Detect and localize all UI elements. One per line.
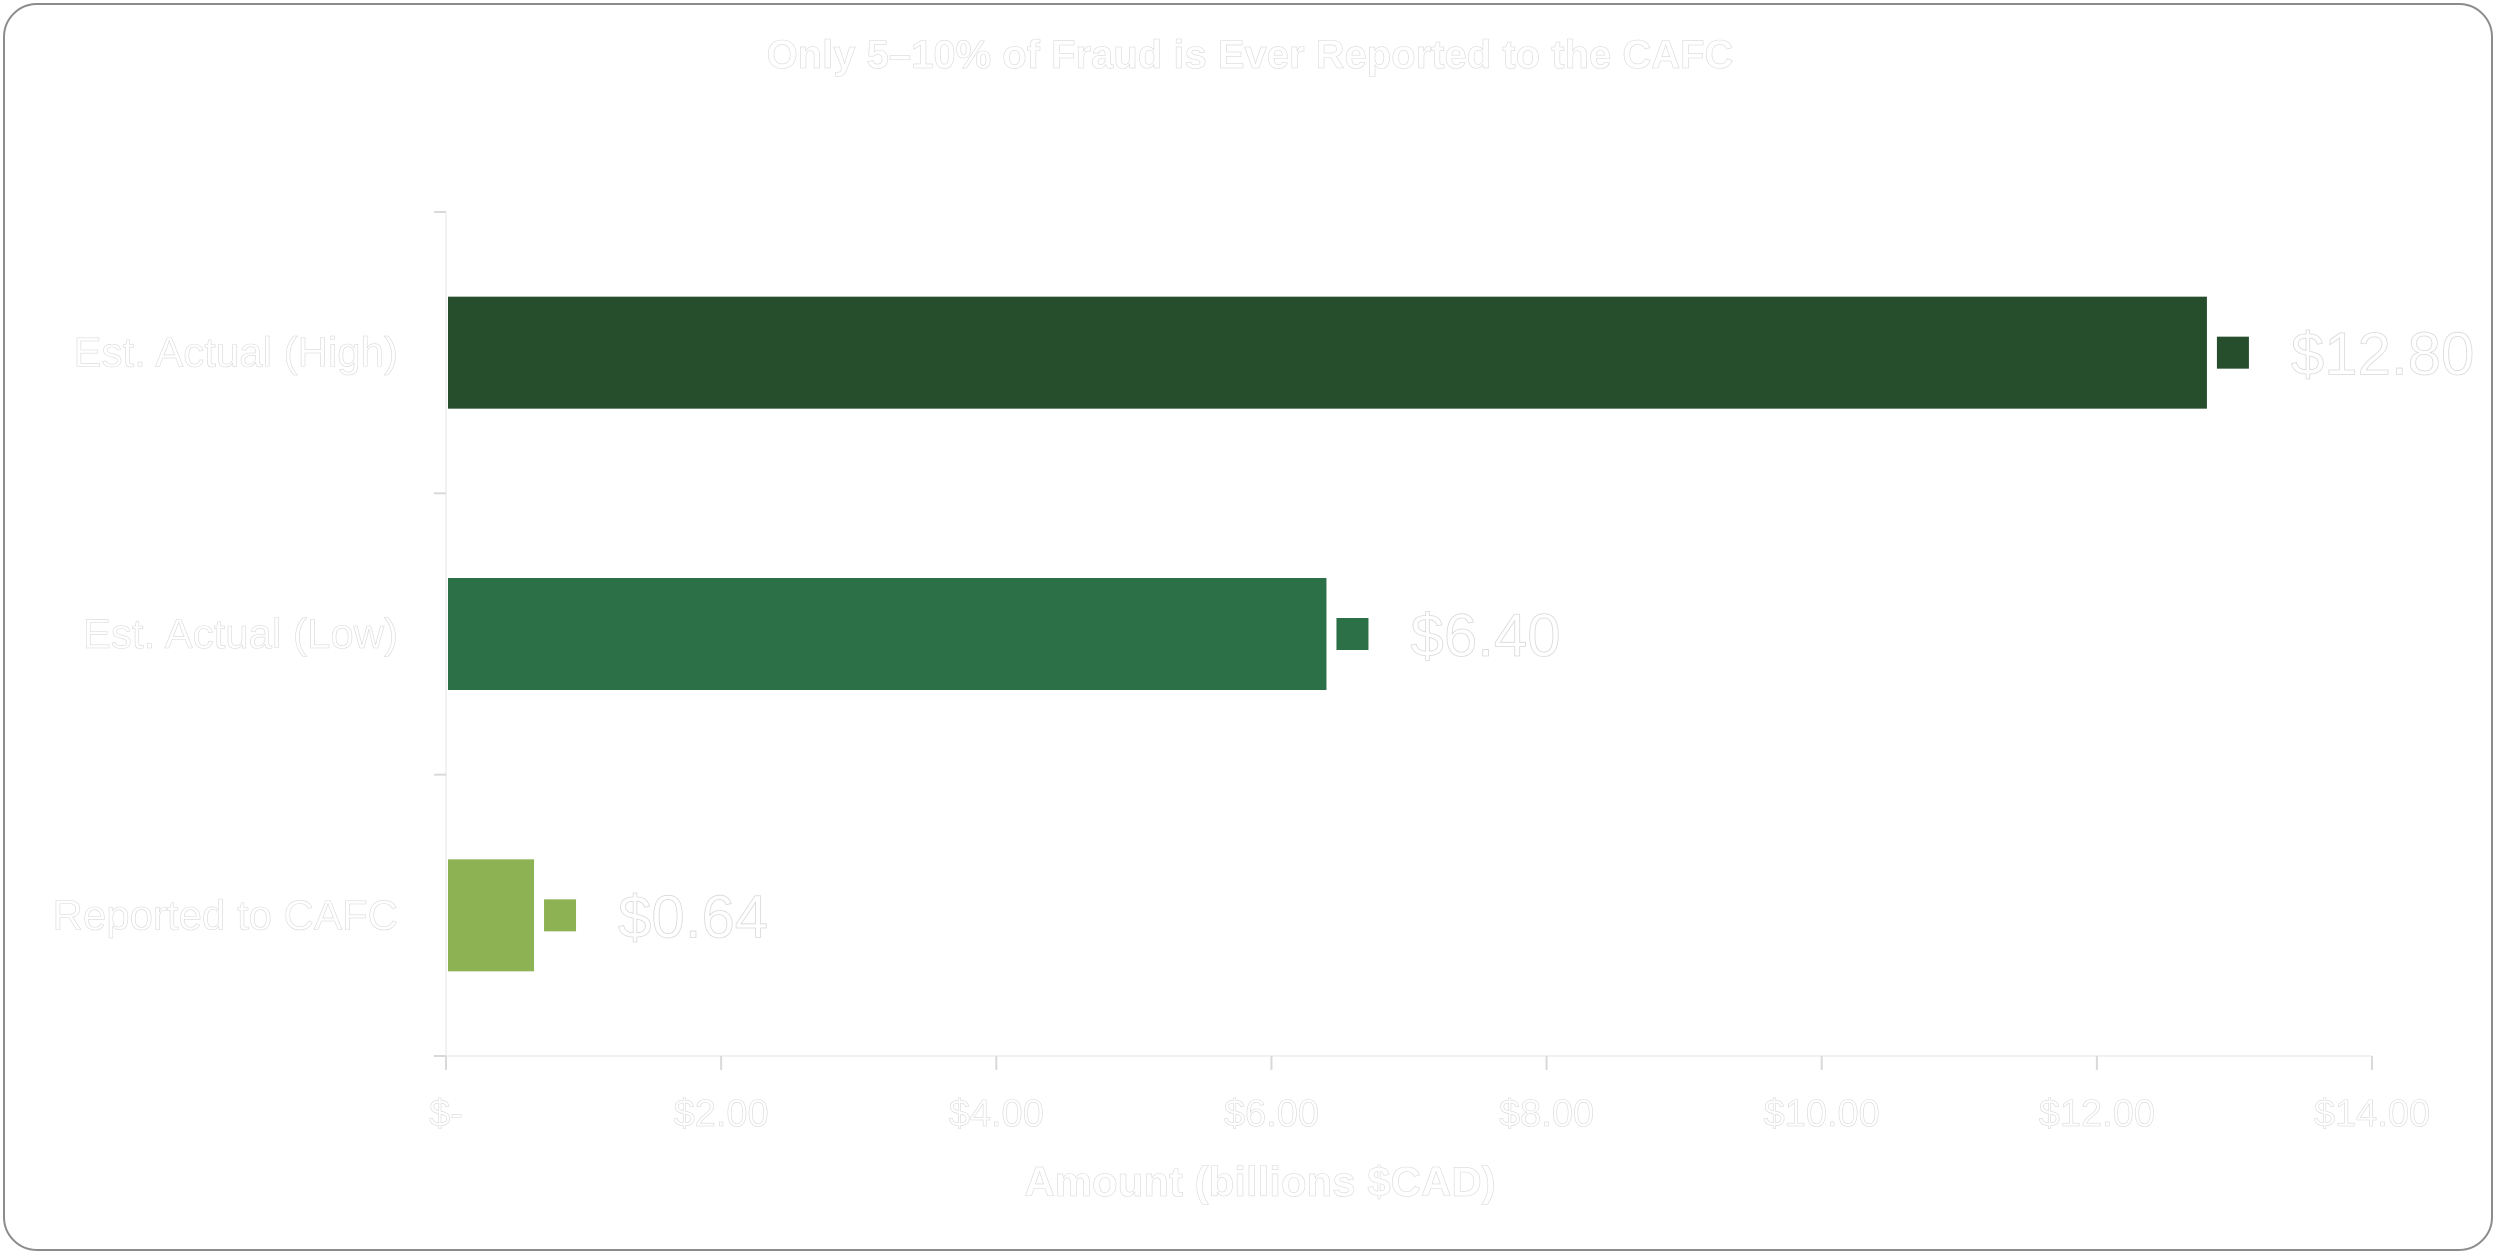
x-tick-label: $2.00	[674, 1093, 769, 1135]
x-tick-label: $8.00	[1499, 1093, 1594, 1135]
chart-bars	[448, 296, 2207, 972]
data-label: $12.80	[2291, 321, 2475, 388]
data-label-key	[544, 899, 577, 932]
category-label: Reported to CAFC	[53, 891, 398, 938]
x-tick-label: $-	[429, 1093, 463, 1135]
x-tick-label: $10.00	[1764, 1093, 1880, 1135]
x-tick-label: $4.00	[949, 1093, 1044, 1135]
chart-title: Only 5–10% of Fraud is Ever Reported to …	[767, 33, 1734, 77]
chart-axes: $- $2.00 $4.00 $6.00 $8.00 $10.00 $12.00 $14.00	[429, 211, 2430, 1135]
data-label-key	[1336, 618, 1369, 650]
data-label: $6.40	[1410, 602, 1560, 669]
bar	[448, 859, 535, 972]
data-label-key	[2216, 336, 2249, 369]
x-tick-label: $14.00	[2314, 1093, 2430, 1135]
bar	[448, 296, 2207, 409]
data-label: $0.64	[618, 883, 768, 950]
x-tick-label: $12.00	[2039, 1093, 2155, 1135]
bar	[448, 578, 1327, 690]
x-axis-title: Amount (billions $CAD)	[1024, 1158, 1495, 1205]
category-label: Est. Actual (Low)	[83, 610, 398, 657]
category-label: Est. Actual (High)	[74, 329, 398, 376]
chart-labels: Est. Actual (High) $12.80 Est. Actual (Low…	[52, 320, 2475, 950]
x-tick-label: $6.00	[1224, 1093, 1319, 1135]
